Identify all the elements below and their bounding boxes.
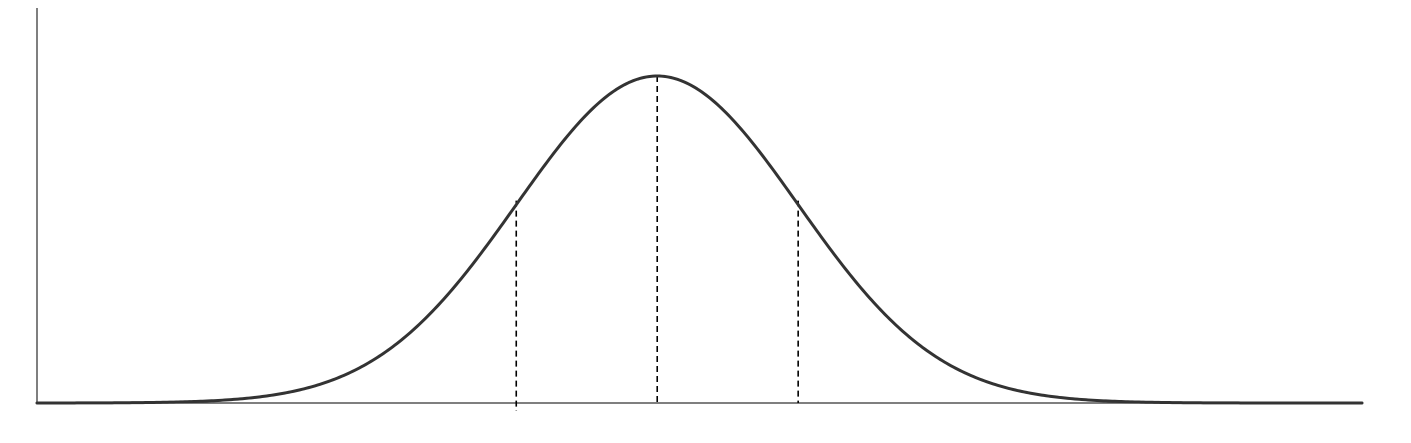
density-curve (35, 74, 1364, 405)
sd-markers (515, 76, 799, 411)
